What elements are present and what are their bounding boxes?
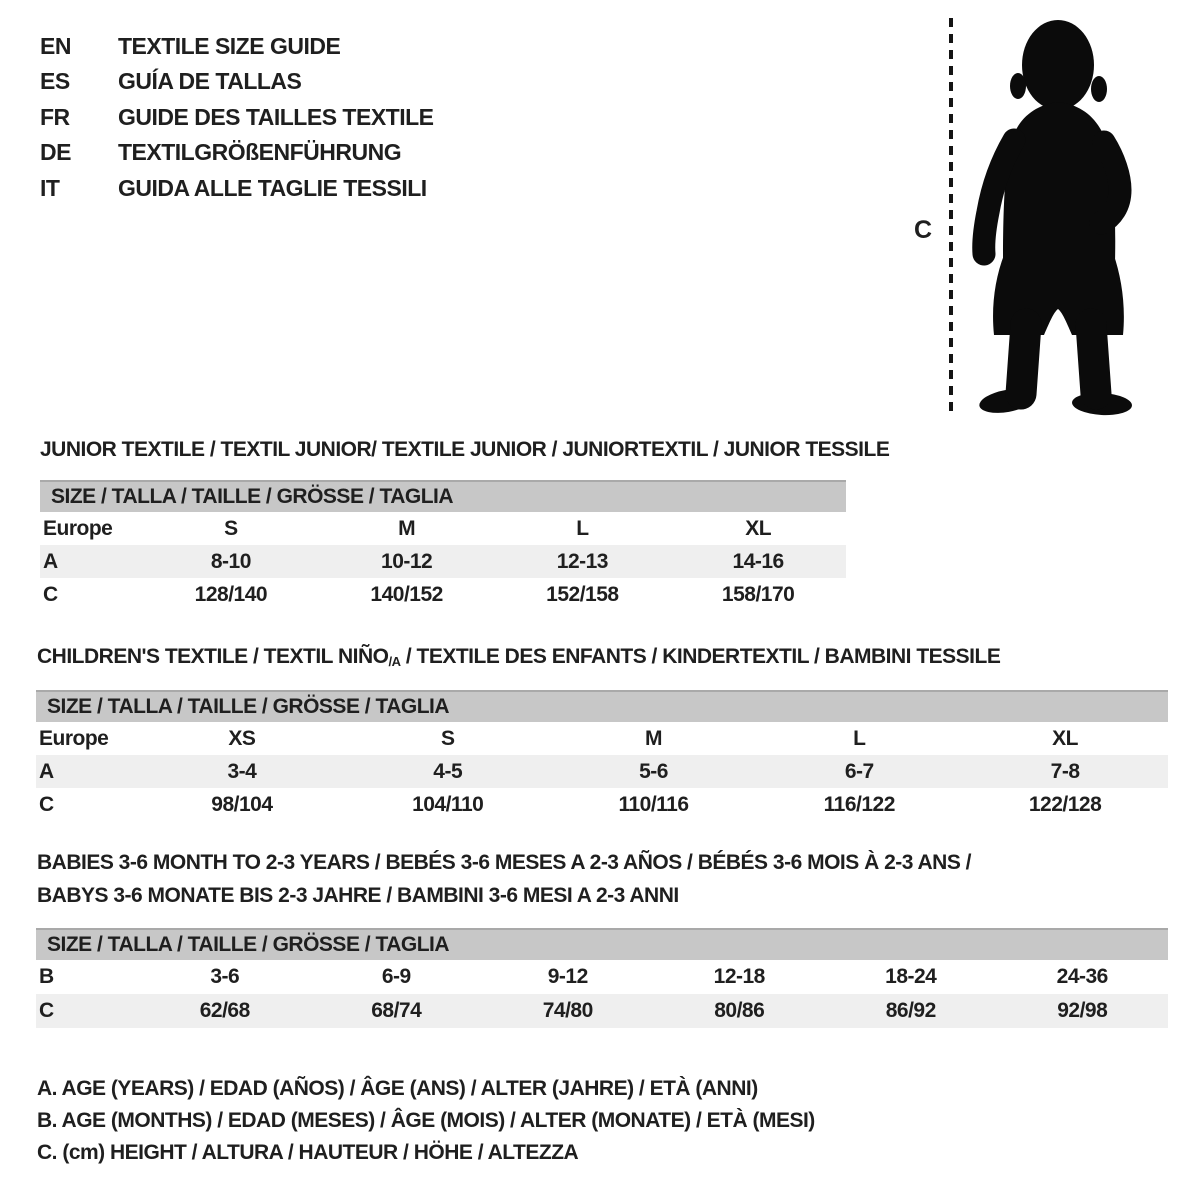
row-label: Europe xyxy=(43,516,113,540)
table-row-age: A 3-4 4-5 5-6 6-7 7-8 xyxy=(36,755,1168,788)
size-cell: 9-12 xyxy=(547,965,589,988)
size-cell: 3-6 xyxy=(210,965,240,988)
size-cell: 128/140 xyxy=(194,582,268,606)
children-size-table: SIZE / TALLA / TAILLE / GRÖSSE / TAGLIA … xyxy=(36,690,1168,821)
table-row-age: A 8-10 10-12 12-13 14-16 xyxy=(40,545,846,578)
size-cell: XL xyxy=(1052,726,1078,750)
size-cell: 74/80 xyxy=(542,999,594,1022)
size-cell: 152/158 xyxy=(546,582,619,606)
size-cell: 116/122 xyxy=(823,792,896,816)
language-code: ES xyxy=(40,68,70,95)
size-cell: XL xyxy=(745,516,772,540)
size-cell: 122/128 xyxy=(1028,792,1102,816)
table-row-europe: Europe S M L XL xyxy=(40,512,846,545)
size-cell: 80/86 xyxy=(714,999,765,1022)
size-cell: 158/170 xyxy=(721,582,795,606)
size-cell: 68/74 xyxy=(371,999,422,1022)
language-code: DE xyxy=(40,139,71,166)
row-label: C xyxy=(43,582,58,606)
size-header-bar: SIZE / TALLA / TAILLE / GRÖSSE / TAGLIA xyxy=(40,480,846,512)
language-label: GUIDE DES TAILLES TEXTILE xyxy=(118,103,434,130)
legend-line-a: A. AGE (YEARS) / EDAD (AÑOS) / ÂGE (ANS)… xyxy=(37,1077,758,1100)
legend-line-b: B. AGE (MONTHS) / EDAD (MESES) / ÂGE (MO… xyxy=(37,1109,815,1132)
size-cell: 6-7 xyxy=(844,759,874,783)
size-cell: 98/104 xyxy=(211,792,273,816)
size-cell: S xyxy=(440,726,455,750)
size-cell: 14-16 xyxy=(732,549,785,573)
language-label: GUÍA DE TALLAS xyxy=(118,68,302,95)
babies-title-line-2: BABYS 3-6 MONATE BIS 2-3 JAHRE / BAMBINI… xyxy=(37,884,679,907)
babies-size-table: SIZE / TALLA / TAILLE / GRÖSSE / TAGLIA … xyxy=(36,928,1168,1028)
table-row-height: C 128/140 140/152 152/158 158/170 xyxy=(40,578,846,611)
size-cell: 104/110 xyxy=(412,792,484,816)
size-cell: 12-18 xyxy=(713,965,766,988)
language-code: FR xyxy=(40,103,70,130)
legend-line-c: C. (cm) HEIGHT / ALTURA / HAUTEUR / HÖHE… xyxy=(37,1141,579,1164)
children-title-sub: /A xyxy=(388,654,401,669)
row-label: B xyxy=(39,965,54,988)
height-measure-label: C xyxy=(914,216,932,244)
babies-title-line-1: BABIES 3-6 MONTH TO 2-3 YEARS / BEBÉS 3-… xyxy=(37,851,972,874)
row-label: A xyxy=(43,549,58,573)
size-cell: 110/116 xyxy=(618,792,689,816)
size-cell: 92/98 xyxy=(1057,999,1108,1022)
size-cell: XS xyxy=(228,726,256,750)
size-cell: 24-36 xyxy=(1056,965,1109,988)
language-row-en: EN TEXTILE SIZE GUIDE xyxy=(40,29,434,64)
size-cell: L xyxy=(853,726,866,750)
language-row-de: DE TEXTILGRÖßENFÜHRUNG xyxy=(40,135,434,170)
language-row-fr: FR GUIDE DES TAILLES TEXTILE xyxy=(40,100,434,135)
language-code: IT xyxy=(40,174,60,201)
size-cell: M xyxy=(398,516,416,540)
height-measure-dashed-line xyxy=(949,18,953,416)
children-section-title: CHILDREN'S TEXTILE / TEXTIL NIÑO/A / TEX… xyxy=(37,640,1001,675)
size-cell: 4-5 xyxy=(433,759,463,783)
language-label: TEXTILGRÖßENFÜHRUNG xyxy=(118,139,402,166)
size-cell: 10-12 xyxy=(381,549,433,573)
language-row-it: IT GUIDA ALLE TAGLIE TESSILI xyxy=(40,171,434,206)
size-cell: 7-8 xyxy=(1050,759,1080,783)
size-cell: L xyxy=(576,516,589,540)
language-title-list: EN TEXTILE SIZE GUIDE ES GUÍA DE TALLAS … xyxy=(40,29,434,206)
row-label: A xyxy=(39,759,54,783)
size-cell: 86/92 xyxy=(885,999,937,1022)
babies-section-title: BABIES 3-6 MONTH TO 2-3 YEARS / BEBÉS 3-… xyxy=(37,846,972,912)
size-header-bar: SIZE / TALLA / TAILLE / GRÖSSE / TAGLIA xyxy=(36,690,1168,722)
row-label: C xyxy=(39,999,54,1022)
size-cell: 8-10 xyxy=(210,549,252,573)
size-header-bar: SIZE / TALLA / TAILLE / GRÖSSE / TAGLIA xyxy=(36,928,1168,960)
children-title-text: / TEXTILE DES ENFANTS / KINDERTEXTIL / B… xyxy=(400,645,1001,668)
language-label: GUIDA ALLE TAGLIE TESSILI xyxy=(118,174,427,201)
table-row-months: B 3-6 6-9 9-12 12-18 18-24 24-36 xyxy=(36,960,1168,994)
size-cell: S xyxy=(224,516,238,540)
size-cell: 140/152 xyxy=(370,582,443,606)
junior-size-table: SIZE / TALLA / TAILLE / GRÖSSE / TAGLIA … xyxy=(40,480,846,611)
baby-silhouette xyxy=(972,20,1132,416)
size-cell: 5-6 xyxy=(639,759,668,783)
table-row-height: C 62/68 68/74 74/80 80/86 86/92 92/98 xyxy=(36,994,1168,1028)
language-row-es: ES GUÍA DE TALLAS xyxy=(40,64,434,99)
language-label: TEXTILE SIZE GUIDE xyxy=(118,33,341,59)
size-cell: 62/68 xyxy=(199,999,251,1022)
row-label: C xyxy=(39,792,54,816)
children-title-text: CHILDREN'S TEXTILE / TEXTIL NIÑO xyxy=(37,645,389,668)
size-cell: 6-9 xyxy=(381,965,411,988)
table-row-height: C 98/104 104/110 110/116 116/122 122/128 xyxy=(36,788,1168,821)
size-cell: M xyxy=(644,726,662,750)
size-cell: 18-24 xyxy=(885,965,937,988)
table-row-europe: Europe XS S M L XL xyxy=(36,722,1168,755)
junior-section-title: JUNIOR TEXTILE / TEXTIL JUNIOR/ TEXTILE … xyxy=(40,438,890,461)
measurement-legend: A. AGE (YEARS) / EDAD (AÑOS) / ÂGE (ANS)… xyxy=(37,1073,815,1169)
language-code: EN xyxy=(40,33,71,59)
row-label: Europe xyxy=(39,726,109,750)
size-cell: 12-13 xyxy=(556,549,609,573)
size-cell: 3-4 xyxy=(227,759,257,783)
